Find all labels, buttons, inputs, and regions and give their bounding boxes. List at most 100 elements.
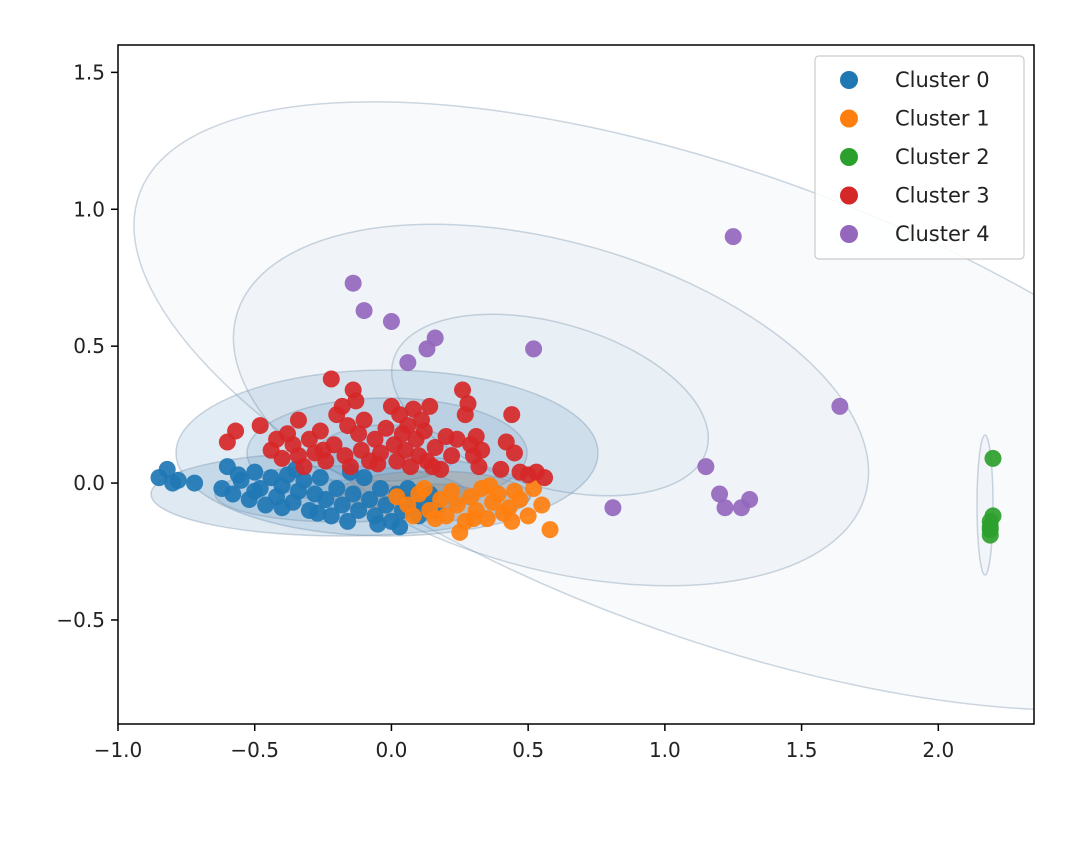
point-cluster-3-66 — [536, 469, 554, 487]
point-cluster-0-46 — [273, 499, 291, 517]
x-tick-label: 0.0 — [376, 738, 408, 762]
point-cluster-4-8 — [697, 458, 715, 476]
point-cluster-3-59 — [492, 460, 510, 478]
point-cluster-1-20 — [519, 507, 537, 525]
point-cluster-3-68 — [369, 455, 387, 473]
point-cluster-0-31 — [361, 490, 379, 508]
point-cluster-4-14 — [831, 397, 849, 415]
point-cluster-3-69 — [423, 458, 441, 476]
x-tick-label: −0.5 — [230, 738, 279, 762]
point-cluster-0-7 — [224, 485, 242, 503]
point-cluster-3-23 — [347, 392, 365, 410]
point-cluster-3-50 — [448, 430, 466, 448]
point-cluster-1-27 — [404, 507, 422, 525]
legend-marker — [840, 186, 858, 205]
gaussian-ellipse-0 — [133, 101, 1034, 711]
point-cluster-0-23 — [317, 490, 335, 508]
point-cluster-4-10 — [716, 499, 734, 517]
point-cluster-3-15 — [322, 370, 340, 388]
point-cluster-3-56 — [467, 428, 485, 446]
legend-box — [814, 55, 1025, 260]
point-cluster-0-3 — [169, 471, 187, 489]
point-cluster-1-24 — [464, 510, 482, 528]
point-cluster-0-24 — [322, 507, 340, 525]
point-cluster-4-6 — [525, 340, 543, 358]
point-cluster-4-7 — [604, 499, 622, 517]
point-cluster-0-51 — [391, 518, 409, 536]
point-cluster-3-43 — [415, 422, 433, 440]
legend-label: Cluster 2 — [895, 145, 990, 169]
legend-label: Cluster 4 — [895, 222, 990, 246]
point-cluster-1-22 — [533, 496, 551, 514]
point-cluster-4-13 — [741, 490, 759, 508]
point-cluster-0-30 — [355, 469, 373, 487]
point-cluster-0-10 — [246, 463, 264, 481]
point-cluster-3-2 — [251, 417, 269, 435]
plot-frame — [117, 44, 1035, 725]
x-tick-label: 1.0 — [649, 738, 681, 762]
legend-label: Cluster 3 — [895, 184, 990, 208]
point-cluster-3-51 — [454, 381, 472, 399]
point-cluster-4-0 — [344, 274, 362, 292]
point-cluster-1-28 — [481, 477, 499, 495]
legend-label: Cluster 0 — [895, 68, 990, 92]
y-tick-label: 1.5 — [73, 60, 105, 84]
legend-marker — [840, 148, 858, 166]
point-cluster-3-1 — [227, 422, 245, 440]
point-cluster-3-67 — [314, 441, 332, 459]
point-cluster-3-30 — [377, 419, 395, 437]
point-cluster-1-25 — [426, 510, 444, 528]
point-cluster-3-10 — [295, 458, 313, 476]
x-axis: −1.0 −0.5 0.0 0.5 1.0 1.5 2.0 — [94, 724, 954, 762]
point-cluster-1-21 — [525, 480, 543, 498]
point-cluster-0-22 — [311, 469, 329, 487]
series-cluster-0 — [150, 458, 444, 536]
point-cluster-0-1 — [158, 460, 176, 478]
point-cluster-1-26 — [415, 480, 433, 498]
x-tick-label: 0.5 — [512, 738, 544, 762]
point-cluster-0-45 — [246, 482, 264, 500]
legend-label: Cluster 1 — [895, 107, 990, 131]
point-cluster-1-6 — [443, 482, 461, 500]
x-tick-label: 2.0 — [922, 738, 954, 762]
point-cluster-3-49 — [443, 447, 461, 465]
point-cluster-3-18 — [333, 397, 351, 415]
y-tick-label: −0.5 — [56, 608, 105, 632]
scatter-points — [150, 228, 1002, 544]
point-cluster-1-19 — [511, 490, 529, 508]
point-cluster-3-5 — [273, 449, 291, 467]
point-cluster-3-46 — [426, 438, 444, 456]
y-tick-label: 0.0 — [73, 471, 105, 495]
point-cluster-0-29 — [350, 501, 368, 519]
point-cluster-0-25 — [328, 480, 346, 498]
point-cluster-1-13 — [478, 510, 496, 528]
point-cluster-0-48 — [309, 504, 327, 522]
legend-marker — [840, 71, 858, 89]
point-cluster-3-62 — [505, 444, 523, 462]
point-cluster-0-28 — [344, 485, 362, 503]
point-cluster-0-4 — [186, 474, 204, 492]
point-cluster-3-21 — [341, 458, 359, 476]
point-cluster-4-1 — [355, 302, 373, 320]
point-cluster-3-9 — [289, 411, 307, 429]
legend-marker — [840, 109, 858, 128]
point-cluster-4-3 — [399, 354, 417, 372]
point-cluster-3-24 — [350, 425, 368, 443]
point-cluster-3-37 — [399, 417, 417, 435]
x-tick-label: 1.5 — [786, 738, 818, 762]
point-cluster-1-23 — [541, 521, 559, 539]
point-cluster-0-26 — [333, 496, 351, 514]
y-axis: −0.5 0.0 0.5 1.0 1.5 — [56, 60, 118, 632]
series-cluster-1 — [388, 477, 559, 541]
point-cluster-2-5 — [981, 526, 999, 544]
point-cluster-0-50 — [369, 515, 387, 533]
point-cluster-0-27 — [339, 512, 357, 530]
point-cluster-3-13 — [311, 422, 329, 440]
point-cluster-3-58 — [473, 441, 491, 459]
point-cluster-1-7 — [448, 496, 466, 514]
x-tick-label: −1.0 — [94, 738, 143, 762]
series-cluster-4 — [344, 228, 849, 517]
point-cluster-3-61 — [503, 406, 521, 424]
point-cluster-4-11 — [724, 228, 742, 246]
